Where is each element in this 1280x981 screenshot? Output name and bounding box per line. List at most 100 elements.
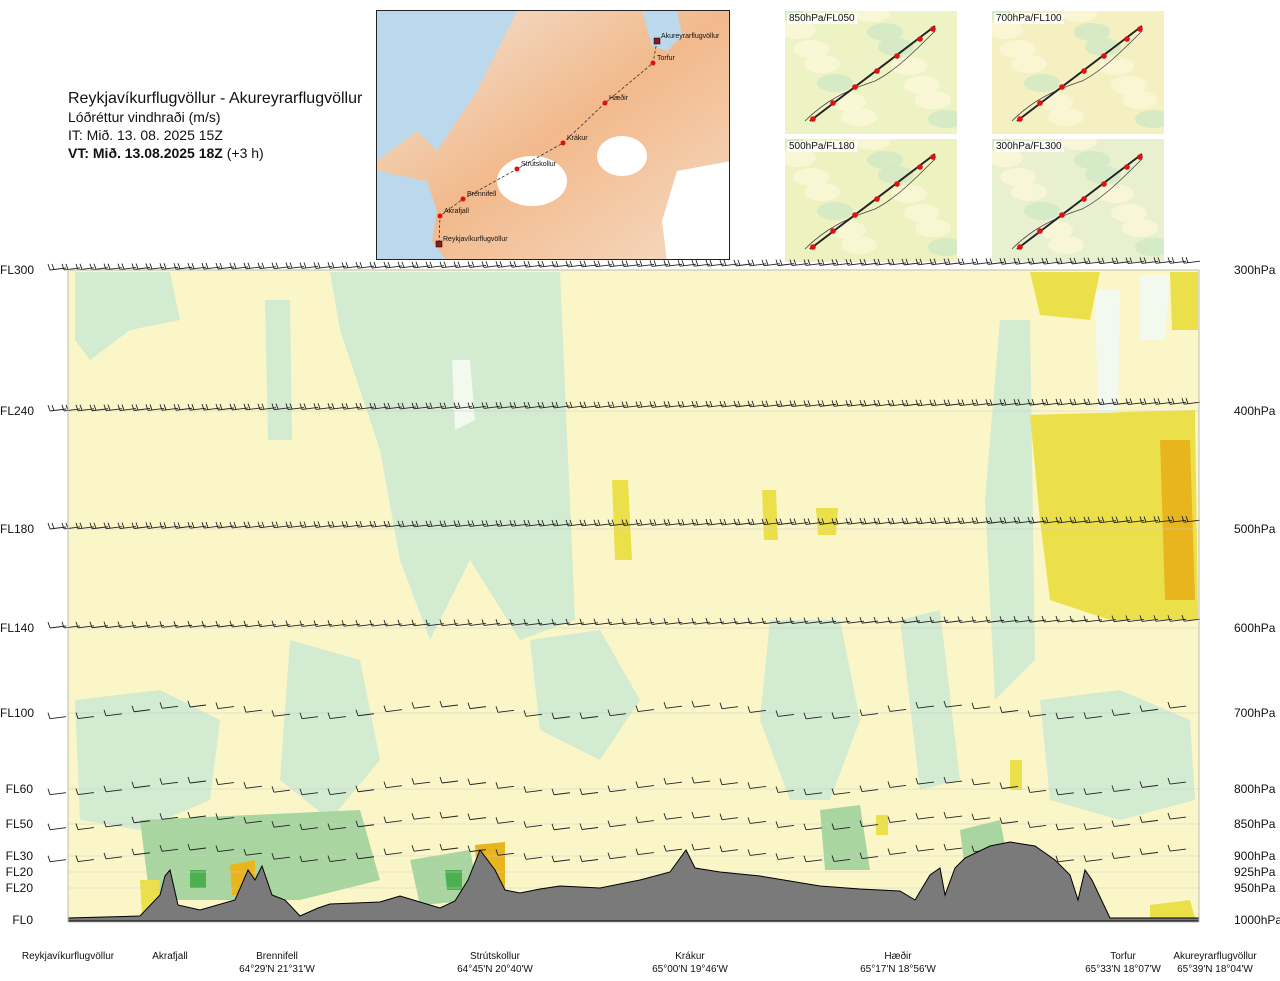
fl-tick-label: FL240 <box>0 404 35 418</box>
wind-barb <box>383 848 403 856</box>
field-region <box>1030 272 1100 320</box>
wind-barb <box>747 782 767 789</box>
wind-barb <box>579 712 599 719</box>
wind-barb <box>271 786 291 793</box>
wind-barb <box>663 702 683 709</box>
location-label: Reykjavíkurflugvöllur <box>21 951 115 962</box>
location-label: Akrafjall <box>152 951 188 962</box>
inset-map-300-label: 300hPa/FL300 <box>994 141 1064 152</box>
inset-field-patch <box>992 149 1023 167</box>
wind-barb <box>803 788 823 796</box>
location-label: Strútskollur <box>469 951 520 962</box>
wind-barb <box>495 782 515 789</box>
wind-barb <box>243 706 263 713</box>
wind-barb <box>887 705 907 712</box>
map-waypoint-label: Brennifell <box>467 191 497 198</box>
map-airport-marker <box>653 37 661 45</box>
wind-barb <box>299 823 319 831</box>
inset-waypoint <box>810 244 816 250</box>
hpa-tick-label: 950hPa <box>1234 881 1276 895</box>
wind-barb <box>887 848 907 855</box>
wind-barb <box>187 700 207 708</box>
wind-barb <box>243 817 263 824</box>
inset-field-patch <box>1024 74 1060 92</box>
inset-field-patch <box>1135 110 1164 128</box>
wind-barb <box>691 843 711 851</box>
map-sea-west <box>377 11 517 161</box>
plot-frame <box>67 269 1200 923</box>
wind-barb <box>831 788 851 795</box>
hpa-tick-label: 900hPa <box>1234 849 1276 863</box>
inset-map-500: 500hPa/FL180 <box>785 139 957 262</box>
inset-field-patch <box>878 38 914 56</box>
inset-field-patch <box>793 168 829 186</box>
chart-header: Reykjavíkurflugvöllur - Akureyrarflugvöl… <box>68 90 362 162</box>
wind-barb <box>299 712 319 720</box>
map-waypoint-label: Hæðir <box>609 94 629 102</box>
hpa-tick-label: 850hPa <box>1234 817 1276 831</box>
hpa-tick-label: 300hPa <box>1234 263 1276 277</box>
wind-barb <box>383 816 403 824</box>
inset-waypoint <box>1137 26 1143 32</box>
inset-field-patch <box>1037 221 1073 239</box>
fl-tick-label: FL300 <box>0 263 35 277</box>
wind-barb <box>47 788 67 796</box>
inset-field-patch <box>1061 11 1097 22</box>
wind-barb <box>1167 701 1187 709</box>
inset-field-patch <box>854 11 890 22</box>
inset-field-patch <box>1111 76 1147 94</box>
wind-barb <box>1111 820 1131 827</box>
wind-barb <box>971 778 991 786</box>
inset-map-300: 300hPa/FL300 <box>992 139 1164 262</box>
route-map-svg: Akureyrarflugvöllur Torfur Hæðir Krákur Strú… <box>377 11 729 259</box>
inset-waypoint <box>1124 36 1130 42</box>
inset-field-patch <box>804 55 840 73</box>
inset-waypoint <box>930 154 936 160</box>
inset-field-patch <box>1011 55 1047 73</box>
wind-barb <box>327 712 347 719</box>
inset-field-patch <box>1000 168 1036 186</box>
wind-barb <box>467 845 487 853</box>
wind-barb <box>523 821 543 828</box>
wind-barb <box>271 853 291 860</box>
wind-barb <box>383 781 403 789</box>
inset-waypoint <box>1017 244 1023 250</box>
inset-waypoint <box>930 26 936 32</box>
inset-route-line <box>809 25 936 122</box>
wind-barb <box>775 710 795 717</box>
wind-barb <box>159 845 179 852</box>
wind-barb <box>719 813 739 821</box>
wind-barb <box>131 705 151 713</box>
inset-waypoint <box>1059 212 1065 218</box>
inset-field-patch <box>1135 238 1164 256</box>
inset-field-patch <box>904 204 940 222</box>
wind-barb <box>215 845 235 853</box>
fl-tick-label: FL140 <box>0 621 35 635</box>
wind-barb <box>523 786 543 793</box>
inset-waypoint <box>1137 154 1143 160</box>
wind-barb <box>467 778 487 786</box>
wind-barb <box>1083 788 1103 795</box>
hpa-tick-label: 1000hPa <box>1234 913 1280 927</box>
field-region <box>75 690 220 830</box>
inset-field-patch <box>1061 139 1097 150</box>
wind-barb <box>579 823 599 830</box>
wind-barb <box>523 710 543 717</box>
wind-barb <box>75 855 95 863</box>
wind-barb <box>243 849 263 856</box>
wind-barb <box>1167 812 1187 820</box>
field-region <box>900 610 960 790</box>
wind-barb <box>551 855 571 863</box>
inset-field-patch <box>1048 236 1084 254</box>
wind-barb <box>327 788 347 795</box>
inset-coastline <box>804 30 936 122</box>
wind-barb <box>215 813 235 821</box>
field-region <box>280 640 380 820</box>
inset-waypoint <box>894 181 900 187</box>
chart-title: Reykjavíkurflugvöllur - Akureyrarflugvöl… <box>68 90 363 107</box>
wind-barb <box>1181 516 1201 523</box>
wind-barb <box>943 700 963 708</box>
inset-field-patch <box>878 166 914 184</box>
wind-barb <box>243 782 263 789</box>
inset-field-patch <box>830 221 866 239</box>
